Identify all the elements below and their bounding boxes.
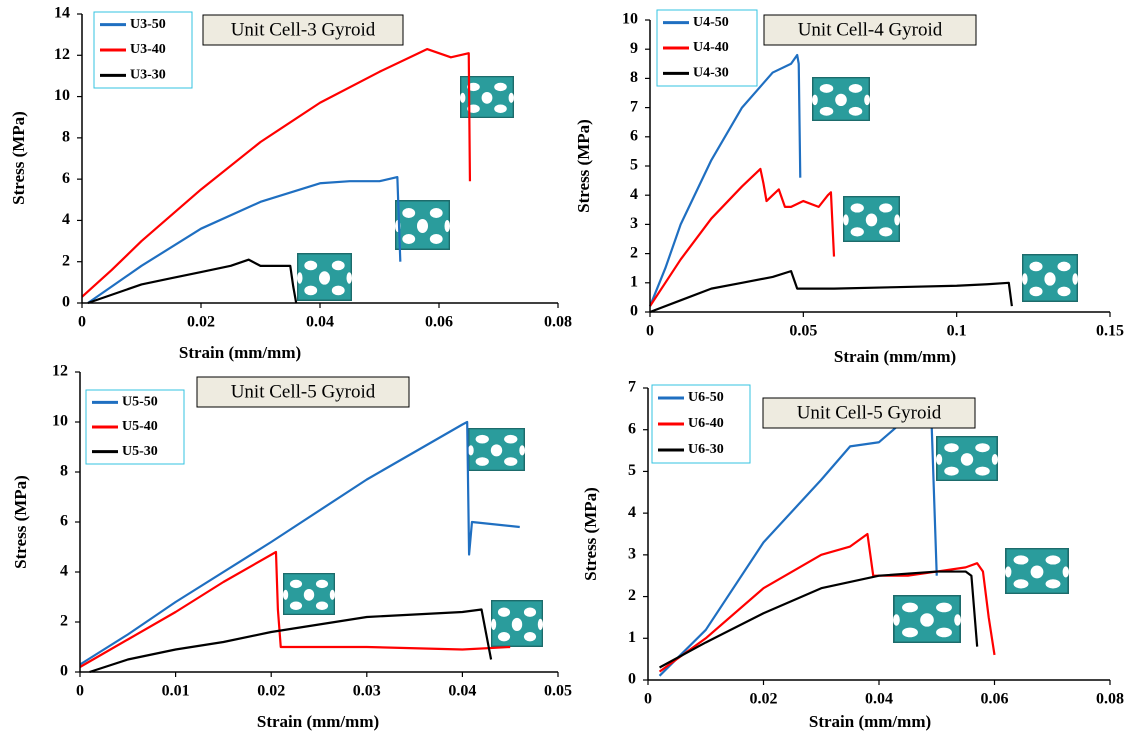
y-tick-label: 8 <box>630 69 638 86</box>
y-tick-label: 2 <box>62 252 70 269</box>
x-tick-label: 0.02 <box>257 683 285 700</box>
legend-label: U5-40 <box>122 419 158 434</box>
y-axis-label: Stress (MPa) <box>9 111 28 205</box>
legend-label: U3-40 <box>130 42 166 57</box>
legend-label: U4-30 <box>693 66 729 81</box>
y-tick-label: 8 <box>60 463 68 480</box>
y-tick-label: 2 <box>628 587 636 604</box>
x-tick-label: 0.05 <box>544 683 572 700</box>
x-tick-label: 0.1 <box>947 323 967 340</box>
data-line <box>650 169 834 306</box>
chart-panel: 0 1 2 3 4 5 6 7 8 9 10 0 0.05 0.1 0.15 Strain (mm/mm) St… <box>574 10 1124 366</box>
chart-title: Unit Cell-4 Gyroid <box>798 19 943 40</box>
x-tick-label: 0.02 <box>187 314 215 331</box>
y-tick-label: 8 <box>62 129 70 146</box>
y-tick-label: 10 <box>54 87 70 104</box>
y-tick-label: 4 <box>62 211 70 228</box>
y-tick-label: 7 <box>628 379 636 396</box>
y-tick-label: 6 <box>630 127 638 144</box>
y-tick-label: 2 <box>630 244 638 261</box>
y-tick-label: 6 <box>60 513 68 530</box>
gyroid-insets <box>283 76 1078 647</box>
y-tick-label: 0 <box>60 663 68 680</box>
y-tick-label: 12 <box>52 363 68 380</box>
data-line <box>88 177 400 303</box>
figure: 0246810121400.020.040.060.08Strain (mm/m… <box>0 0 1137 738</box>
x-tick-label: 0.05 <box>789 323 817 340</box>
legend-label: U3-30 <box>130 68 166 83</box>
y-tick-label: 4 <box>628 504 636 521</box>
legend-label: U4-50 <box>693 15 729 30</box>
x-tick-label: 0.08 <box>544 314 572 331</box>
x-tick-label: 0.03 <box>353 683 381 700</box>
data-line <box>650 271 1012 312</box>
y-tick-label: 0 <box>630 303 638 320</box>
legend-label: U6-40 <box>688 416 724 431</box>
data-line <box>650 55 800 306</box>
y-tick-label: 10 <box>52 413 68 430</box>
y-tick-label: 0 <box>62 294 70 311</box>
x-tick-label: 0.01 <box>162 683 190 700</box>
y-tick-label: 1 <box>630 273 638 290</box>
y-tick-label: 5 <box>630 157 638 174</box>
x-tick-label: 0.04 <box>448 683 476 700</box>
y-tick-label: 3 <box>628 546 636 563</box>
inset-image <box>812 77 870 121</box>
y-tick-label: 6 <box>62 170 70 187</box>
x-tick-label: 0.08 <box>1096 691 1124 708</box>
x-tick-label: 0.02 <box>750 691 778 708</box>
x-tick-label: 0.04 <box>306 314 334 331</box>
y-tick-label: 0 <box>628 671 636 688</box>
x-axis-label: Strain (mm/mm) <box>257 712 379 731</box>
y-tick-label: 12 <box>54 46 70 63</box>
y-tick-label: 1 <box>628 629 636 646</box>
y-tick-label: 5 <box>628 462 636 479</box>
inset-image <box>1005 548 1069 594</box>
x-tick-label: 0.06 <box>425 314 453 331</box>
legend-label: U6-50 <box>688 390 724 405</box>
y-axis-label: Stress (MPa) <box>574 119 593 213</box>
inset-image <box>893 595 961 643</box>
chart-title: Unit Cell-5 Gyroid <box>231 381 376 402</box>
chart-panel: 0 2 4 6 8 10 12 14 0 0.02 0.04 0.06 0.08 Strain (mm/m… <box>9 5 572 362</box>
y-tick-label: 4 <box>60 563 68 580</box>
y-tick-label: 9 <box>630 40 638 57</box>
y-tick-label: 14 <box>54 5 70 22</box>
legend-label: U5-50 <box>122 395 158 410</box>
inset-image <box>297 253 352 301</box>
y-tick-label: 2 <box>60 613 68 630</box>
y-tick-label: 10 <box>622 11 638 28</box>
y-tick-label: 3 <box>630 215 638 232</box>
inset-image <box>283 573 335 615</box>
legend-label: U6-30 <box>688 442 724 457</box>
x-tick-label: 0 <box>644 691 652 708</box>
x-axis-label: Strain (mm/mm) <box>809 712 931 731</box>
chart-title: Unit Cell-5 Gyroid <box>797 402 942 423</box>
y-tick-label: 6 <box>628 420 636 437</box>
legend-label: U5-30 <box>122 444 158 459</box>
x-tick-label: 0.04 <box>865 691 893 708</box>
x-axis-label: Strain (mm/mm) <box>834 347 956 366</box>
inset-image <box>395 200 450 250</box>
x-axis-label: Strain (mm/mm) <box>179 343 301 362</box>
chart-panel: 0 2 4 6 8 10 12 0 0.01 0.02 0.03 0.04 0.05 Strain (mm… <box>11 363 572 731</box>
inset-image <box>468 428 525 471</box>
legend-label: U3-50 <box>130 17 166 32</box>
chart-title: Unit Cell-3 Gyroid <box>231 19 376 40</box>
inset-image <box>1022 254 1078 302</box>
x-tick-label: 0.06 <box>981 691 1009 708</box>
y-axis-label: Stress (MPa) <box>11 475 30 569</box>
x-tick-label: 0 <box>78 314 86 331</box>
x-tick-label: 0 <box>646 323 654 340</box>
y-tick-label: 4 <box>630 186 638 203</box>
x-tick-label: 0 <box>76 683 84 700</box>
y-axis-label: Stress (MPa) <box>581 487 600 581</box>
x-tick-label: 0.15 <box>1096 323 1124 340</box>
legend-label: U4-40 <box>693 40 729 55</box>
inset-image <box>936 436 998 481</box>
y-tick-label: 7 <box>630 98 638 115</box>
inset-image <box>491 600 543 647</box>
inset-image <box>843 196 900 242</box>
